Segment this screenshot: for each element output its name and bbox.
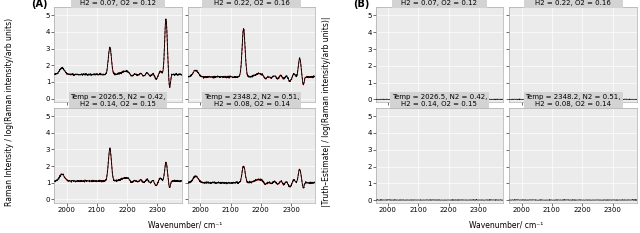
Title: Temp = 2348.2, N2 = 0.51,
H2 = 0.08, O2 = 0.14: Temp = 2348.2, N2 = 0.51, H2 = 0.08, O2 … [525, 94, 621, 107]
Title: Temp = 2026.5, N2 = 0.42,
H2 = 0.14, O2 = 0.15: Temp = 2026.5, N2 = 0.42, H2 = 0.14, O2 … [392, 94, 487, 107]
Title: Temp = 2026.5, N2 = 0.42,
H2 = 0.14, O2 = 0.15: Temp = 2026.5, N2 = 0.42, H2 = 0.14, O2 … [70, 94, 166, 107]
Title: Temp = 2348.2, N2 = 0.51,
H2 = 0.08, O2 = 0.14: Temp = 2348.2, N2 = 0.51, H2 = 0.08, O2 … [204, 94, 300, 107]
Text: |Truth–Estimate| / log(Raman intensity/arb units)|: |Truth–Estimate| / log(Raman intensity/a… [322, 17, 331, 207]
Text: (A): (A) [31, 0, 48, 9]
Title: Temp = 1253.7, N2 = 0.7,
H2 = 0.07, O2 = 0.12: Temp = 1253.7, N2 = 0.7, H2 = 0.07, O2 =… [72, 0, 164, 6]
Title: Temp = 1935.8, N2 = 0.41,
H2 = 0.22, O2 = 0.16: Temp = 1935.8, N2 = 0.41, H2 = 0.22, O2 … [525, 0, 621, 6]
Text: (B): (B) [353, 0, 369, 9]
Legend: Estimate, Truth: Estimate, Truth [314, 60, 378, 103]
Text: Raman Intensity / log(Raman intensity/arb units): Raman Intensity / log(Raman intensity/ar… [5, 18, 14, 206]
Title: Temp = 1253.7, N2 = 0.7,
H2 = 0.07, O2 = 0.12: Temp = 1253.7, N2 = 0.7, H2 = 0.07, O2 =… [394, 0, 485, 6]
Text: Wavenumber/ cm⁻¹: Wavenumber/ cm⁻¹ [148, 220, 222, 229]
Title: Temp = 1935.8, N2 = 0.41,
H2 = 0.22, O2 = 0.16: Temp = 1935.8, N2 = 0.41, H2 = 0.22, O2 … [204, 0, 300, 6]
Text: Wavenumber/ cm⁻¹: Wavenumber/ cm⁻¹ [469, 220, 543, 229]
